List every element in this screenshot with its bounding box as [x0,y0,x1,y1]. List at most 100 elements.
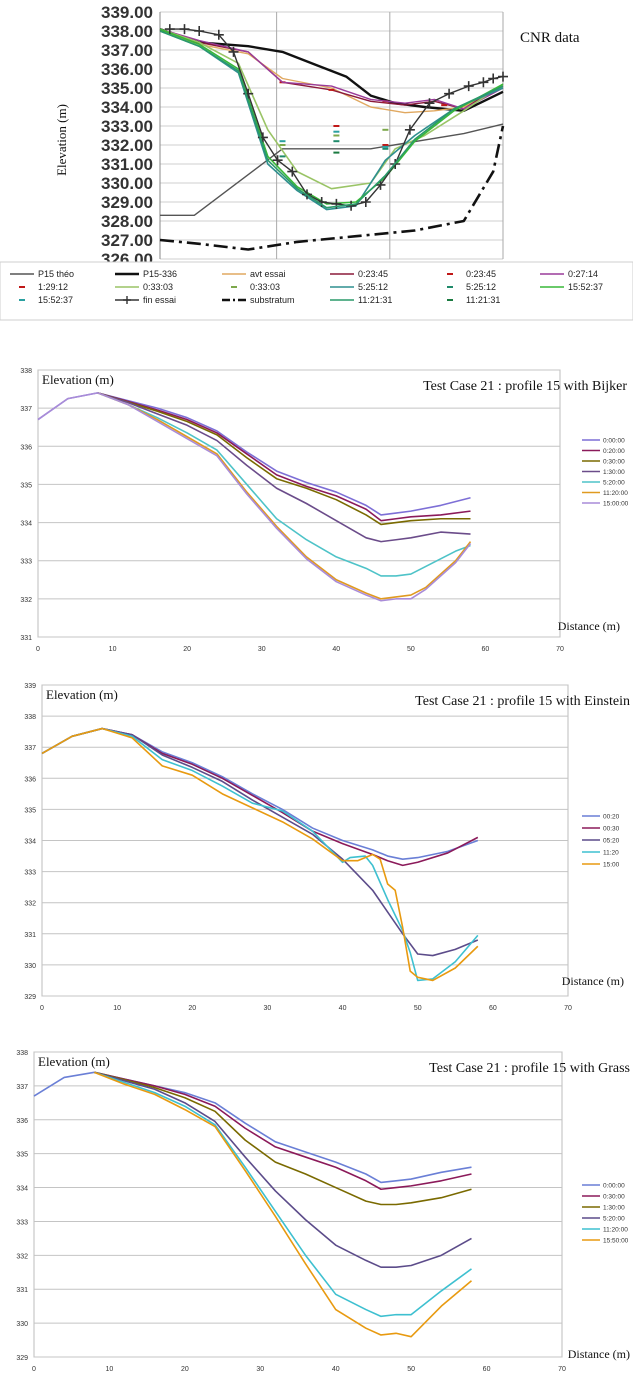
grass-title: Test Case 21 : profile 15 with Grass [429,1061,630,1076]
grass-x-tick: 60 [483,1366,491,1373]
bijker-y-tick: 331 [20,635,32,642]
cnr-y-tick: 327.00 [101,231,153,250]
cnr-series-fin-essai-marker [164,24,175,35]
cnr-legend-p15-th-o-label: P15 théo [38,269,74,279]
cnr-legend [0,261,633,321]
einstein-y-tick: 329 [24,994,36,1001]
cnr-series-fin-essai-marker [375,179,386,190]
cnr-y-tick: 333.00 [101,117,153,136]
cnr-legend-11-21-31-label: 11:21:31 [358,295,392,305]
cnr-legend-5-25-12-label: 5:25:12 [466,282,496,292]
einstein-legend-00-30-label: 00:30 [603,826,620,833]
cnr-series-fin-essai-marker [424,98,435,109]
grass-y-tick: 336 [16,1118,28,1125]
bijker-y-tick: 333 [20,559,32,566]
bijker-y-tick: 335 [20,482,32,489]
cnr-legend-substratum-label: substratum [250,295,295,305]
bijker-x-tick: 20 [183,646,191,653]
grass-x-tick: 70 [558,1366,566,1373]
bijker-x-tick: 30 [258,646,266,653]
einstein-x-tick: 40 [339,1005,347,1012]
bijker-y-tick: 337 [20,406,32,413]
cnr-series-fin-essai-marker [179,24,190,35]
bijker-series-0-00-00 [37,392,471,516]
grass-series-1-30-00 [94,1071,472,1206]
bijker-legend-0-20-00-label: 0:20:00 [603,448,625,455]
cnr-series-substratum-line [159,125,505,251]
bijker-x-label: Distance (m) [558,619,620,633]
einstein-y-tick: 332 [24,901,36,908]
grass-legend-0-30-00-label: 0:30:00 [603,1194,625,1201]
grass-x-tick: 40 [332,1366,340,1373]
bijker-series-1-30-00 [97,392,471,543]
einstein-x-tick: 30 [264,1005,272,1012]
cnr-series-fin-essai-marker [488,73,499,84]
grass-x-tick: 20 [181,1366,189,1373]
cnr-y-label: Elevation (m) [54,104,69,176]
bijker-series-11-20-00 [97,392,472,600]
grass-y-tick: 333 [16,1219,28,1226]
einstein-y-tick: 335 [24,807,36,814]
einstein-legend-00-20-label: 00:20 [603,814,620,821]
cnr-legend-0-33-03-label: 0:33:03 [250,282,280,292]
bijker-legend-1-30-00-label: 1:30:00 [603,469,625,476]
cnr-series-fin-essai-marker [478,77,489,88]
grass-y-tick: 335 [16,1152,28,1159]
cnr-series-fin-essai-marker [360,197,371,207]
bijker-y-label: Elevation (m) [42,372,114,387]
bijker-legend-5-20-00-label: 5:20:00 [603,480,625,487]
cnr-series-fin-essai-marker [498,71,508,82]
cnr-y-tick: 334.00 [101,98,153,117]
cnr-series-0-33-03-line [159,28,504,190]
grass-x-tick: 50 [407,1366,415,1373]
grass-x-tick: 0 [32,1366,36,1373]
bijker-legend-15-00-00-label: 15:00:00 [603,501,629,508]
cnr-y-tick: 330.00 [101,174,153,193]
grass-legend-1-30-00-label: 1:30:00 [603,1205,625,1212]
einstein-y-tick: 331 [24,932,36,939]
cnr-chart: 339.00338.00337.00336.00335.00334.00333.… [0,3,633,321]
einstein-x-tick: 50 [414,1005,422,1012]
cnr-legend-p15-336-label: P15-336 [143,269,177,279]
grass-series-15-50-00 [94,1071,473,1338]
grass-series-0-30-00 [94,1071,472,1191]
einstein-y-tick: 334 [24,839,36,846]
bijker-x-tick: 50 [407,646,415,653]
cnr-series-11-21-31-line [159,30,504,209]
cnr-legend-15-52-37-label: 15:52:37 [38,295,73,305]
cnr-series-fin-essai-marker [444,88,455,99]
cnr-series-15-52-37-line [159,28,504,205]
cnr-legend-avt-essai-label: avt essai [250,269,286,279]
cnr-legend-1-29-12-label: 1:29:12 [38,282,68,292]
einstein-series-05-20 [41,727,479,957]
einstein-x-tick: 0 [40,1005,44,1012]
grass-y-label: Elevation (m) [38,1054,110,1069]
cnr-y-tick: 336.00 [101,60,153,79]
grass-legend-5-20-00-label: 5:20:00 [603,1216,625,1223]
cnr-legend-11-21-31-label: 11:21:31 [466,295,500,305]
bijker-x-tick: 0 [36,646,40,653]
einstein-y-tick: 337 [24,745,36,752]
bijker-title: Test Case 21 : profile 15 with Bijker [423,379,627,394]
cnr-y-tick: 338.00 [101,22,153,41]
einstein-x-tick: 70 [564,1005,572,1012]
grass-x-tick: 30 [256,1366,264,1373]
einstein-legend-15-00-label: 15:00 [603,862,620,869]
cnr-series-fin-essai-marker [287,166,298,177]
grass-y-tick: 334 [16,1186,28,1193]
cnr-legend-0-23-45-label: 0:23:45 [358,269,388,279]
grass-legend-0-00-00-label: 0:00:00 [603,1183,625,1190]
cnr-y-tick: 329.00 [101,193,153,212]
grass-legend-15-50-00-label: 15:50:00 [603,1238,629,1245]
grass-y-tick: 331 [16,1287,28,1294]
cnr-series-avt-essai-line [159,30,504,114]
grass-y-tick: 337 [16,1084,28,1091]
cnr-title: CNR data [520,30,580,46]
einstein-legend-05-20-label: 05:20 [603,838,620,845]
bijker-series-5-20-00 [97,392,471,577]
einstein-series-15-00 [41,727,479,982]
grass-x-tick: 10 [106,1366,114,1373]
grass-y-tick: 329 [16,1355,28,1362]
cnr-y-tick: 339.00 [101,3,153,22]
grass-x-label: Distance (m) [568,1347,630,1361]
